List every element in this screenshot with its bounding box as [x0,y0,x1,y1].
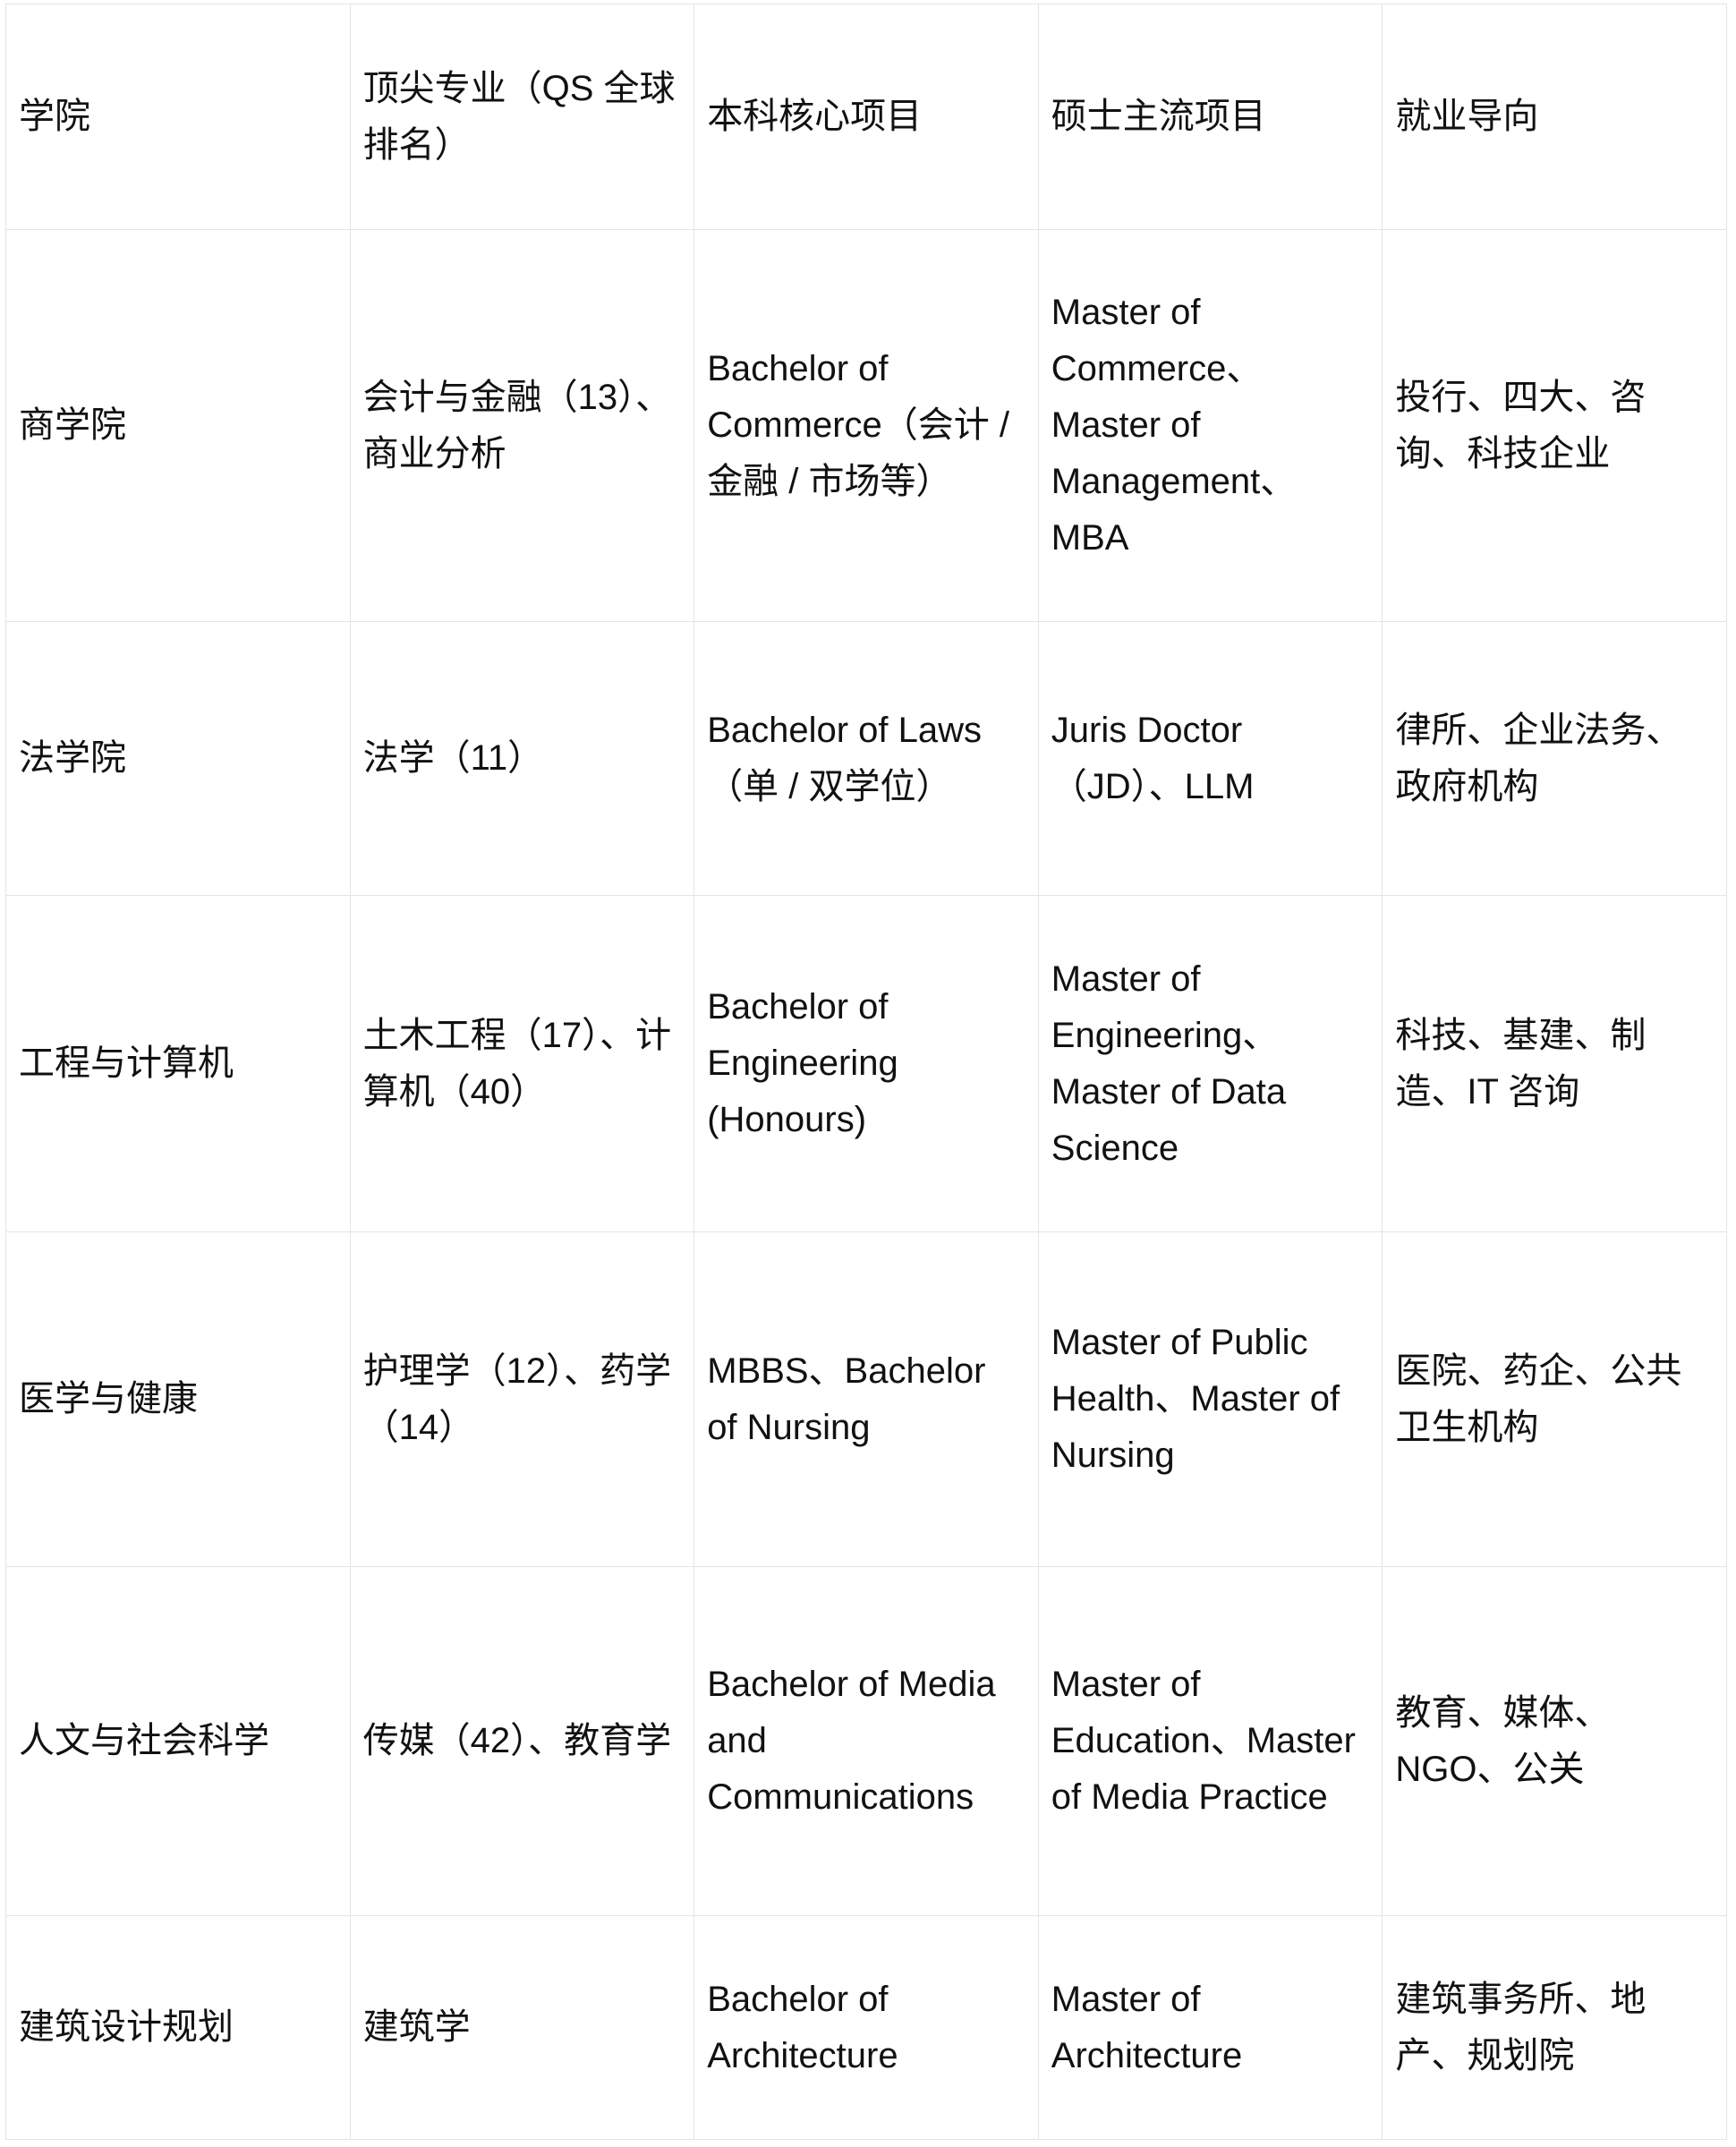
table-row: 医学与健康 护理学（12）、药学（14） MBBS、Bachelor of Nu… [5,1231,1727,1567]
cell-career-paths: 科技、基建、制造、IT 咨询 [1382,895,1727,1232]
cell-top-majors: 土木工程（17）、计算机（40） [349,895,695,1232]
cell-master-programs: Master of Commerce、Master of Management、… [1037,229,1383,622]
cell-faculty: 医学与健康 [5,1231,351,1567]
cell-career-paths: 律所、企业法务、政府机构 [1382,621,1727,896]
cell-top-majors: 法学（11） [349,621,695,896]
table-row: 商学院 会计与金融（13）、商业分析 Bachelor of Commerce（… [5,229,1727,622]
cell-career-paths: 投行、四大、咨询、科技企业 [1382,229,1727,622]
cell-master-programs: Master of Architecture [1037,1915,1383,2140]
cell-top-majors: 护理学（12）、药学（14） [349,1231,695,1567]
cell-master-programs: Master of Education、Master of Media Prac… [1037,1566,1383,1916]
cell-faculty: 人文与社会科学 [5,1566,351,1916]
header-row: 学院 顶尖专业（QS 全球排名） 本科核心项目 硕士主流项目 就业导向 [5,4,1727,230]
cell-bachelor-programs: MBBS、Bachelor of Nursing [694,1231,1039,1567]
cell-master-programs: Juris Doctor（JD）、LLM [1037,621,1383,896]
cell-master-programs: Master of Engineering、Master of Data Sci… [1037,895,1383,1232]
header-cell-bachelor-programs: 本科核心项目 [694,4,1039,230]
cell-career-paths: 建筑事务所、地产、规划院 [1382,1915,1727,2140]
faculty-programs-table: 学院 顶尖专业（QS 全球排名） 本科核心项目 硕士主流项目 就业导向 商学院 … [5,4,1727,2140]
cell-faculty: 工程与计算机 [5,895,351,1232]
table-row: 建筑设计规划 建筑学 Bachelor of Architecture Mast… [5,1915,1727,2140]
table-row: 工程与计算机 土木工程（17）、计算机（40） Bachelor of Engi… [5,895,1727,1232]
header-cell-career-paths: 就业导向 [1382,4,1727,230]
cell-bachelor-programs: Bachelor of Architecture [694,1915,1039,2140]
header-cell-faculty: 学院 [5,4,351,230]
cell-bachelor-programs: Bachelor of Laws（单 / 双学位） [694,621,1039,896]
cell-faculty: 商学院 [5,229,351,622]
cell-faculty: 建筑设计规划 [5,1915,351,2140]
cell-top-majors: 建筑学 [349,1915,695,2140]
header-cell-master-programs: 硕士主流项目 [1037,4,1383,230]
header-cell-top-majors: 顶尖专业（QS 全球排名） [349,4,695,230]
table-row: 人文与社会科学 传媒（42）、教育学 Bachelor of Media and… [5,1566,1727,1916]
cell-bachelor-programs: Bachelor of Media and Communications [694,1566,1039,1916]
cell-faculty: 法学院 [5,621,351,896]
cell-career-paths: 医院、药企、公共卫生机构 [1382,1231,1727,1567]
cell-top-majors: 会计与金融（13）、商业分析 [349,229,695,622]
cell-master-programs: Master of Public Health、Master of Nursin… [1037,1231,1383,1567]
table-row: 法学院 法学（11） Bachelor of Laws（单 / 双学位） Jur… [5,621,1727,896]
cell-top-majors: 传媒（42）、教育学 [349,1566,695,1916]
cell-career-paths: 教育、媒体、NGO、公关 [1382,1566,1727,1916]
cell-bachelor-programs: Bachelor of Engineering (Honours) [694,895,1039,1232]
cell-bachelor-programs: Bachelor of Commerce（会计 / 金融 / 市场等） [694,229,1039,622]
